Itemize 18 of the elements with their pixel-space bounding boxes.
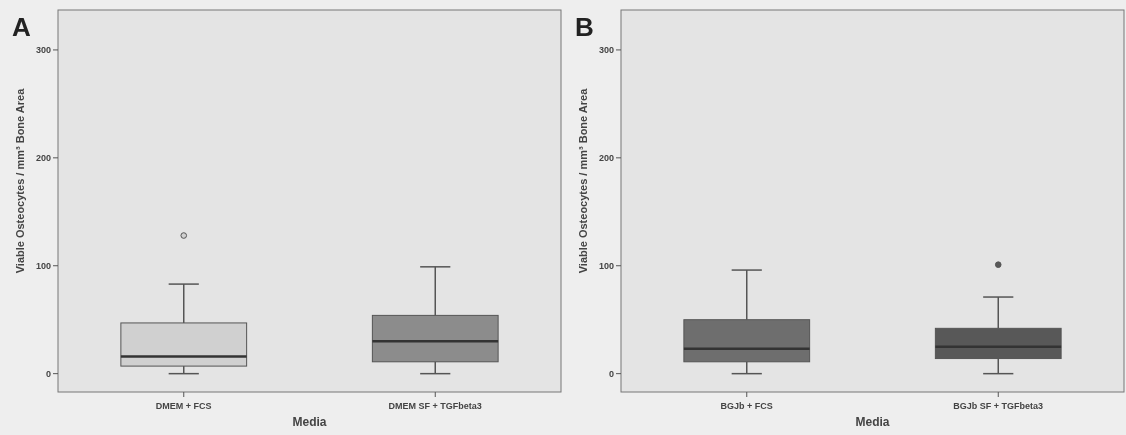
- y-tick-label: 100: [598, 260, 614, 271]
- y-tick-label: 0: [608, 368, 614, 379]
- x-axis-title: Media: [855, 415, 890, 429]
- y-tick-label: 0: [45, 368, 51, 379]
- x-tick-label: BGJb + FCS: [720, 401, 773, 411]
- chart-title: B: [575, 12, 594, 42]
- y-axis-title: Viable Osteocytes / mm³ Bone Area: [14, 87, 26, 274]
- y-tick-label: 100: [35, 260, 51, 271]
- x-axis-title: Media: [292, 415, 327, 429]
- y-tick-label: 200: [598, 152, 614, 163]
- x-tick-label: BGJb SF + TGFbeta3: [953, 401, 1044, 411]
- y-tick-label: 200: [35, 152, 51, 163]
- chart-title: A: [12, 12, 31, 42]
- y-axis-title: Viable Osteocytes / mm³ Bone Area: [577, 87, 589, 274]
- y-tick-label: 300: [598, 45, 614, 56]
- x-tick-label: DMEM SF + TGFbeta3: [388, 401, 482, 411]
- y-tick-label: 300: [35, 45, 51, 56]
- x-tick-label: DMEM + FCS: [155, 401, 212, 411]
